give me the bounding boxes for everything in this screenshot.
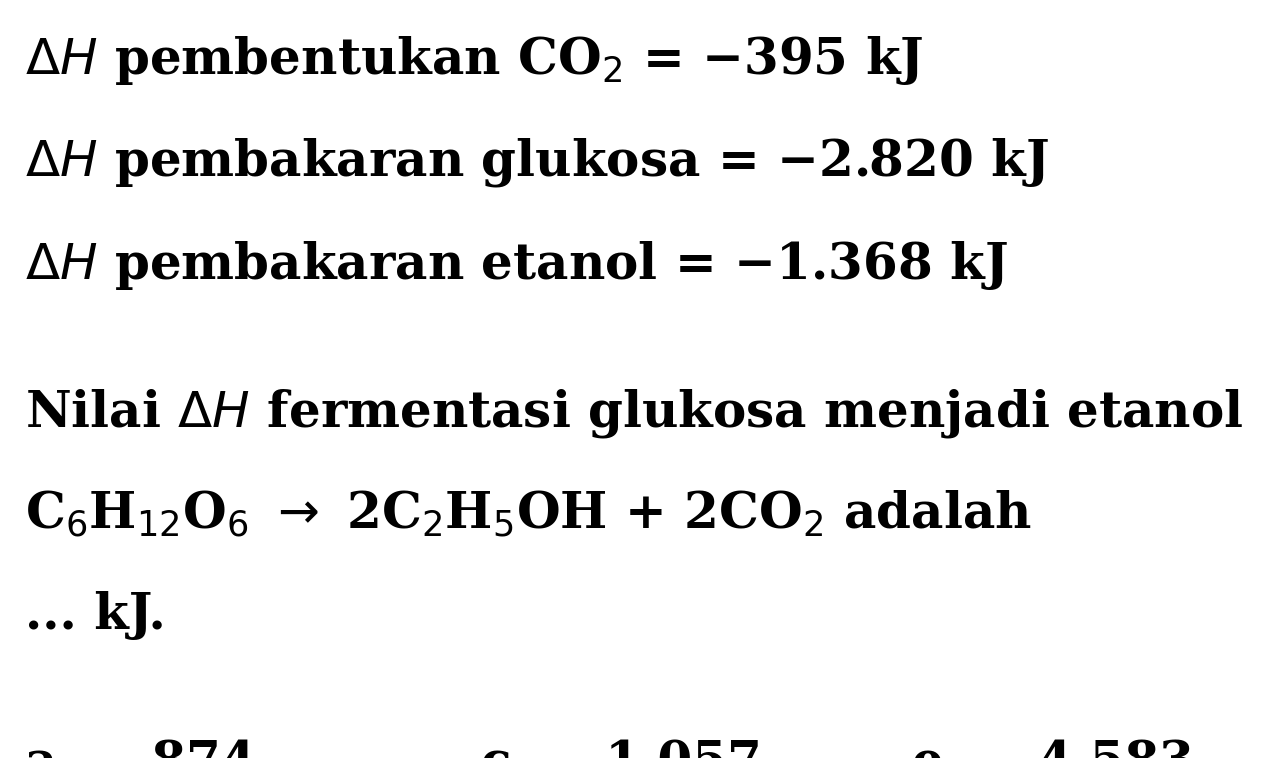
Text: $\Delta H$ pembakaran etanol = −1.368 kJ: $\Delta H$ pembakaran etanol = −1.368 kJ (25, 239, 1008, 292)
Text: a.  −874: a. −874 (25, 739, 256, 758)
Text: $\Delta H$ pembentukan CO$_2$ = −395 kJ: $\Delta H$ pembentukan CO$_2$ = −395 kJ (25, 34, 924, 87)
Text: C$_6$H$_{12}$O$_6$ $\rightarrow$ 2C$_2$H$_5$OH + 2CO$_2$ adalah: C$_6$H$_{12}$O$_6$ $\rightarrow$ 2C$_2$H… (25, 489, 1032, 539)
Text: ... kJ.: ... kJ. (25, 591, 166, 641)
Text: c.  −1.057: c. −1.057 (481, 739, 762, 758)
Text: $\Delta H$ pembakaran glukosa = −2.820 kJ: $\Delta H$ pembakaran glukosa = −2.820 k… (25, 136, 1050, 190)
Text: e.  −4.583: e. −4.583 (912, 739, 1194, 758)
Text: Nilai $\Delta H$ fermentasi glukosa menjadi etanol: Nilai $\Delta H$ fermentasi glukosa menj… (25, 387, 1243, 440)
